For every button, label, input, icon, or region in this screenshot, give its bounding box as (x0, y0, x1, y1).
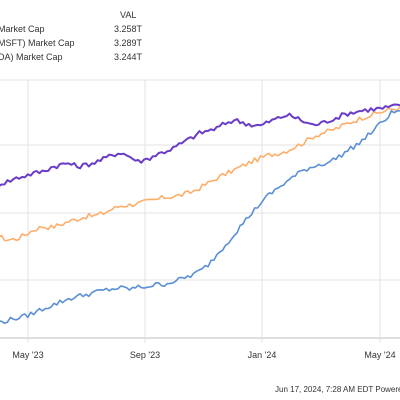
legend-header: VAL (120, 10, 137, 20)
series-line-1 (0, 106, 400, 242)
x-tick-label: Jan '24 (248, 350, 277, 360)
legend-label: Market Cap (0, 24, 45, 34)
timestamp-footer: Jun 17, 2024, 7:28 AM EDT Powere (275, 385, 400, 394)
x-axis-ticks: May '23 Sep '23 Jan '24 May '24 (12, 350, 395, 360)
series-line-2 (0, 103, 400, 187)
gridlines (0, 79, 400, 343)
legend-row: Market Cap 3.258T (0, 22, 160, 36)
legend-row: DA) Market Cap 3.244T (0, 50, 160, 64)
x-tick-label: May '24 (364, 350, 395, 360)
legend-value: 3.244T (113, 52, 142, 62)
legend-row: MSFT) Market Cap 3.289T (0, 36, 160, 50)
legend-label: DA) Market Cap (0, 52, 63, 62)
legend-value: 3.258T (113, 24, 142, 34)
series-layer (0, 103, 400, 325)
x-tick-label: May '23 (12, 350, 43, 360)
legend-label: MSFT) Market Cap (0, 38, 75, 48)
series-line-3 (0, 110, 400, 325)
legend-value: 3.289T (113, 38, 142, 48)
x-tick-label: Sep '23 (130, 350, 160, 360)
